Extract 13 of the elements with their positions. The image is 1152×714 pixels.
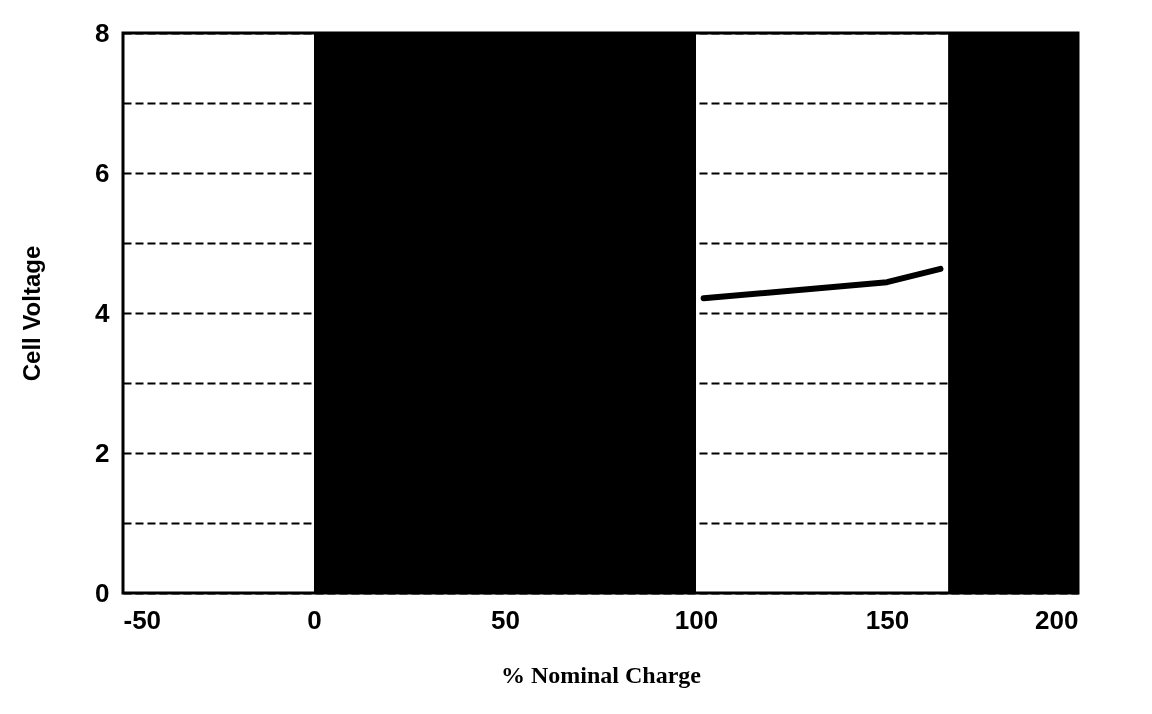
y-tick-label: 0 [95,577,110,608]
x-tick-label: 150 [865,604,910,635]
y-tick-label: 8 [95,17,110,48]
y-tick-label: 2 [95,437,110,468]
x-tick-label: 0 [307,604,322,635]
x-axis-title: % Nominal Charge [501,661,702,688]
x-tick-label: -50 [123,604,162,635]
y-tick-label: 4 [95,297,111,328]
y-tick-label: 6 [95,157,110,188]
x-tick-label: 50 [491,604,520,635]
x-tick-label: 200 [1035,604,1079,635]
x-tick-label: 100 [674,604,719,635]
y-axis-title: Cell Voltage [18,245,46,382]
